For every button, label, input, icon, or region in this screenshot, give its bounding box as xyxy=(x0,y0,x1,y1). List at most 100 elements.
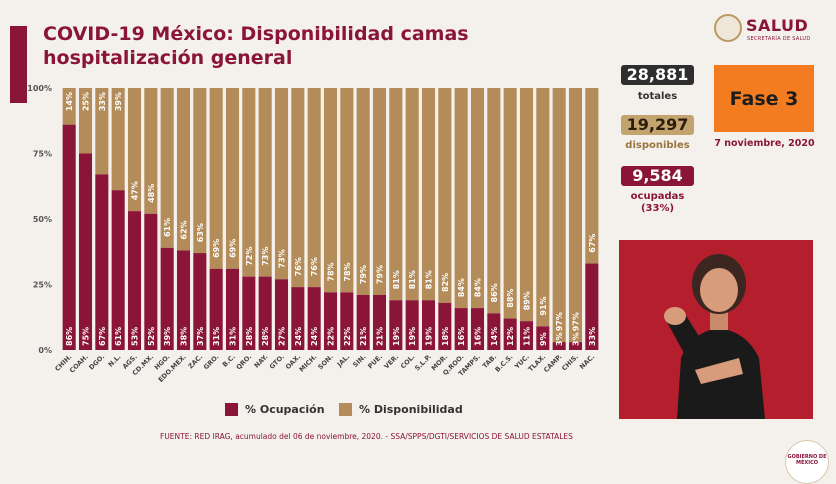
bar-occupancy xyxy=(144,213,158,350)
data-label-availability: 67% xyxy=(588,234,597,253)
data-label-availability: 82% xyxy=(441,273,450,292)
bar-availability xyxy=(176,88,191,251)
mexico-seal-icon xyxy=(714,14,742,42)
data-label-availability: 97% xyxy=(555,312,564,331)
salud-logo: SALUD SECRETARÍA DE SALUD xyxy=(714,14,822,44)
bar-availability xyxy=(552,88,566,343)
bar-occupancy xyxy=(340,292,354,350)
data-label-availability: 78% xyxy=(343,262,352,281)
bar-availability xyxy=(487,88,501,314)
x-tick-label: NAY. xyxy=(253,353,270,370)
bar-availability xyxy=(225,88,240,269)
data-label-availability: 33% xyxy=(98,92,107,111)
data-label-availability: 81% xyxy=(392,270,401,289)
bar-occupancy xyxy=(438,302,452,350)
data-label-occupancy: 24% xyxy=(294,327,303,346)
bar-occupancy xyxy=(503,318,517,350)
title-accent-bar xyxy=(10,26,27,103)
y-tick-label: 50% xyxy=(33,215,52,224)
bar-availability xyxy=(421,88,436,301)
stat-available-value: 19,297 xyxy=(621,115,694,135)
bar-availability xyxy=(519,88,534,322)
x-tick-label: SIN. xyxy=(351,353,367,369)
bar-occupancy xyxy=(487,313,501,350)
data-label-availability: 84% xyxy=(474,278,483,297)
gobierno-badge: GOBIERNO DE MÉXICO xyxy=(785,440,829,484)
bar-availability xyxy=(193,88,207,254)
stat-available-label: disponibles xyxy=(625,140,690,151)
bar-occupancy xyxy=(127,211,142,350)
x-tick-label: COAH. xyxy=(68,353,90,375)
data-label-occupancy: 31% xyxy=(212,327,221,346)
data-label-occupancy: 37% xyxy=(196,327,205,346)
x-tick-label: QRO. xyxy=(235,353,254,372)
x-tick-label: VER. xyxy=(383,353,401,371)
data-label-availability: 61% xyxy=(163,218,172,237)
bar-occupancy xyxy=(291,287,305,350)
slide: COVID-19 México: Disponibilidad camas ho… xyxy=(10,14,829,484)
bar-occupancy xyxy=(62,124,76,351)
data-label-occupancy: 75% xyxy=(82,327,91,346)
data-label-availability: 86% xyxy=(490,283,499,302)
x-tick-label: SON. xyxy=(316,353,334,371)
data-label-occupancy: 18% xyxy=(441,327,450,346)
sign-language-interpreter-video xyxy=(619,240,813,419)
data-label-availability: 73% xyxy=(278,249,287,268)
data-label-availability: 25% xyxy=(82,92,91,111)
bar-occupancy xyxy=(372,294,387,350)
bar-occupancy xyxy=(160,247,174,350)
data-label-availability: 73% xyxy=(261,247,270,266)
data-label-occupancy: 27% xyxy=(278,327,287,346)
data-label-availability: 81% xyxy=(425,270,434,289)
bar-occupancy xyxy=(78,153,93,350)
data-label-availability: 97% xyxy=(572,312,581,331)
data-label-availability: 88% xyxy=(506,289,515,308)
y-tick-label: 25% xyxy=(33,281,52,290)
data-label-occupancy: 14% xyxy=(490,327,499,346)
bar-occupancy xyxy=(470,308,485,350)
report-date: 7 noviembre, 2020 xyxy=(714,138,815,149)
bar-availability xyxy=(438,88,452,303)
stat-occupied-percent: (33%) xyxy=(640,203,675,214)
x-tick-label: ZAC. xyxy=(187,353,205,371)
bar-occupancy xyxy=(536,326,550,350)
data-label-occupancy: 52% xyxy=(147,327,156,346)
bar-availability xyxy=(503,88,517,319)
bar-availability xyxy=(258,88,272,277)
data-label-occupancy: 19% xyxy=(408,327,417,346)
bar-availability xyxy=(127,88,142,212)
bar-availability xyxy=(291,88,305,288)
bar-occupancy xyxy=(568,342,583,350)
bar-availability xyxy=(78,88,93,154)
x-tick-label: S.L.P. xyxy=(413,353,433,373)
y-tick-label: 0% xyxy=(38,346,52,355)
legend-availability-swatch xyxy=(339,403,352,416)
x-tick-label: PUE. xyxy=(366,353,384,371)
bar-availability xyxy=(405,88,419,301)
data-label-occupancy: 67% xyxy=(98,327,107,346)
data-label-occupancy: 31% xyxy=(229,327,238,346)
bar-occupancy xyxy=(356,294,370,350)
x-tick-label: CHIS. xyxy=(560,353,580,373)
x-tick-label: MICH. xyxy=(298,353,319,374)
y-tick-label: 75% xyxy=(33,150,52,159)
data-label-occupancy: 28% xyxy=(245,327,254,346)
bar-availability xyxy=(144,88,158,214)
gobierno-badge-text: GOBIERNO DE MÉXICO xyxy=(787,454,827,466)
x-tick-label: B.C.S. xyxy=(493,353,514,374)
bar-occupancy xyxy=(193,253,207,350)
data-label-occupancy: 3% xyxy=(555,332,564,346)
data-label-occupancy: 3% xyxy=(572,332,581,346)
logo-name: SALUD xyxy=(746,16,809,35)
page-title: COVID-19 México: Disponibilidad camas ho… xyxy=(43,23,469,69)
data-label-availability: 69% xyxy=(229,239,238,258)
bar-occupancy xyxy=(323,292,338,350)
data-label-availability: 79% xyxy=(359,265,368,284)
data-label-occupancy: 21% xyxy=(376,327,385,346)
data-label-availability: 69% xyxy=(212,239,221,258)
bar-occupancy xyxy=(552,342,566,350)
bar-availability xyxy=(340,88,354,293)
data-label-availability: 76% xyxy=(310,257,319,276)
bar-availability xyxy=(62,88,76,125)
data-label-occupancy: 38% xyxy=(180,327,189,346)
